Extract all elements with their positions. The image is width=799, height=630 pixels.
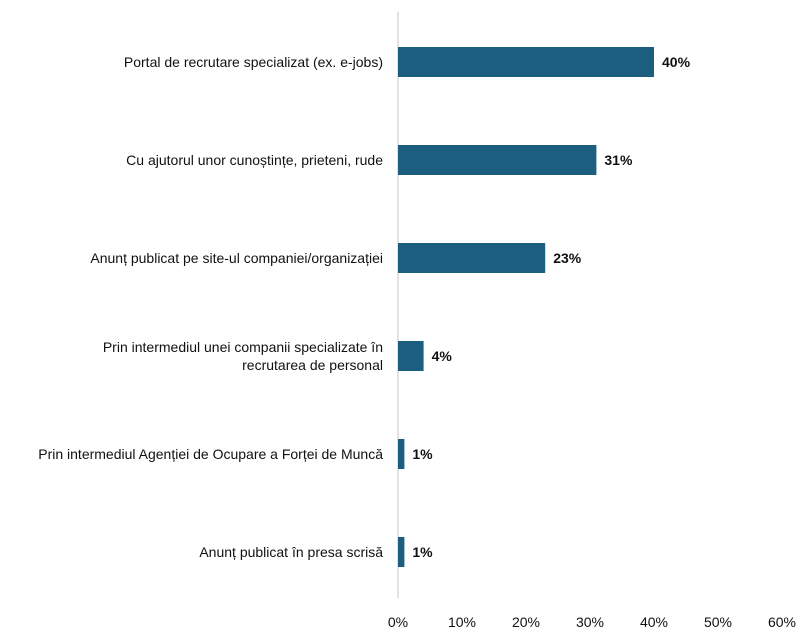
bar	[398, 537, 405, 567]
bar	[398, 145, 597, 175]
category-label-line: Anunț publicat în presa scrisă	[199, 544, 383, 560]
x-tick-label: 30%	[576, 614, 604, 630]
x-tick-label: 40%	[640, 614, 668, 630]
bar	[398, 47, 654, 77]
x-tick-label: 60%	[768, 614, 796, 630]
bar	[398, 243, 546, 273]
category-label-line: Portal de recrutare specializat (ex. e-j…	[124, 54, 383, 70]
category-label: Portal de recrutare specializat (ex. e-j…	[124, 54, 383, 70]
x-tick-label: 10%	[448, 614, 476, 630]
x-axis-ticks: 0% 10% 20% 30% 40% 50% 60%	[388, 614, 796, 630]
category-label: Prin intermediul unei companii specializ…	[103, 339, 383, 373]
category-labels: Portal de recrutare specializat (ex. e-j…	[38, 54, 383, 560]
x-tick-label: 20%	[512, 614, 540, 630]
x-tick-label: 0%	[388, 614, 408, 630]
value-label: 4%	[432, 348, 453, 364]
bars-layer	[398, 47, 654, 567]
x-tick-label: 50%	[704, 614, 732, 630]
bar	[398, 439, 405, 469]
value-labels: 40% 31% 23% 4% 1% 1%	[412, 54, 690, 560]
category-label-line: Cu ajutorul unor cunoștințe, prieteni, r…	[126, 152, 383, 168]
category-label: Prin intermediul Agenției de Ocupare a F…	[38, 446, 383, 462]
category-label-line: recrutarea de personal	[242, 357, 383, 373]
category-label: Anunț publicat în presa scrisă	[199, 544, 383, 560]
value-label: 1%	[412, 544, 433, 560]
value-label: 1%	[412, 446, 433, 462]
bar	[398, 341, 424, 371]
category-label: Cu ajutorul unor cunoștințe, prieteni, r…	[126, 152, 383, 168]
value-label: 40%	[662, 54, 691, 70]
value-label: 23%	[553, 250, 582, 266]
category-label-line: Anunț publicat pe site-ul companiei/orga…	[90, 250, 383, 266]
category-label-line: Prin intermediul unei companii specializ…	[103, 339, 383, 355]
category-label: Anunț publicat pe site-ul companiei/orga…	[90, 250, 383, 266]
value-label: 31%	[604, 152, 633, 168]
category-label-line: Prin intermediul Agenției de Ocupare a F…	[38, 446, 383, 462]
